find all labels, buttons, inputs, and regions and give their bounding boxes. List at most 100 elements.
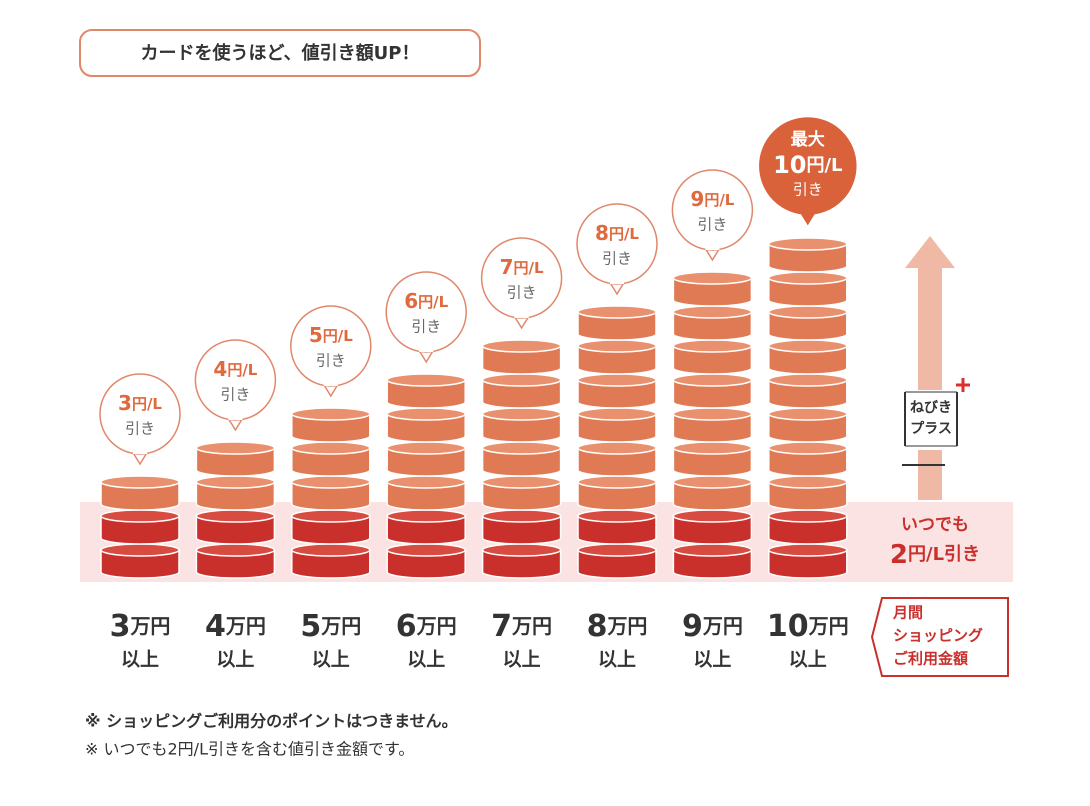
coin-face	[577, 475, 657, 489]
coin-face	[577, 305, 657, 319]
threshold: 10万円	[767, 609, 849, 644]
bubble-tail-cover	[419, 348, 434, 352]
coin-face	[672, 271, 753, 285]
threshold-unit: 万円	[606, 614, 647, 638]
coin-face	[100, 475, 180, 489]
threshold-unit: 万円	[129, 614, 170, 638]
coin-face	[291, 475, 371, 489]
coin	[386, 447, 466, 477]
threshold-unit: 万円	[702, 614, 743, 638]
coin	[577, 447, 657, 477]
coin-face	[481, 373, 562, 387]
base-line1: いつでも	[901, 515, 969, 535]
coin	[195, 549, 276, 579]
bubble-prefix: 最大	[791, 129, 825, 150]
coin-face	[100, 543, 180, 557]
bubble-amount-num: 7	[500, 255, 514, 279]
threshold: 6万円	[396, 609, 457, 644]
threshold-unit: 万円	[416, 614, 457, 638]
coin	[672, 515, 753, 545]
coin	[481, 515, 562, 545]
coin	[195, 515, 276, 545]
coin	[195, 481, 276, 511]
coin-face	[577, 339, 657, 353]
coin	[481, 447, 562, 477]
bubble-discount: 引き	[793, 181, 823, 199]
coin	[291, 413, 371, 443]
axis-label: ご利用金額	[893, 650, 968, 668]
coin-face	[386, 475, 466, 489]
bubble-amount-unit: 円/L	[806, 155, 842, 176]
coin-face	[577, 407, 657, 421]
axis-label-box	[870, 597, 1009, 677]
coin-stack	[291, 407, 371, 579]
bubble-tail-cover	[610, 280, 624, 284]
threshold-suffix: 以上	[216, 649, 254, 671]
threshold-num: 6	[396, 609, 417, 644]
base-amount: 2円/L引き	[890, 540, 980, 570]
bubble-amount-num: 5	[309, 323, 323, 347]
coin-face	[672, 339, 753, 353]
threshold-unit: 万円	[225, 614, 266, 638]
threshold-num: 4	[205, 609, 226, 644]
coin-face	[291, 543, 371, 557]
bubble-amount-unit: 円/L	[418, 293, 448, 311]
threshold: 5万円	[300, 609, 361, 644]
threshold-suffix: 以上	[598, 649, 636, 671]
coin-face	[768, 271, 848, 285]
badge-text: カードを使うほど、値引き額UP！	[141, 42, 420, 64]
plus-label: プラス	[910, 421, 952, 437]
threshold-suffix: 以上	[312, 649, 350, 671]
coin	[768, 243, 848, 273]
coin-face	[481, 509, 562, 523]
bubble	[759, 117, 857, 215]
coin	[577, 311, 657, 341]
bubble-discount: 引き	[411, 318, 441, 336]
note: ※ ショッピングご利用分のポイントはつきません。	[85, 712, 458, 731]
coin	[577, 413, 657, 443]
bubble-amount-unit: 円/L	[704, 191, 734, 209]
bubble	[385, 271, 467, 353]
coin	[768, 277, 848, 307]
coin	[577, 515, 657, 545]
coin-face	[768, 543, 848, 557]
threshold-num: 10	[767, 609, 809, 644]
coin	[481, 345, 562, 375]
bubble-amount-unit: 円/L	[132, 395, 162, 413]
bubble-amount-num: 9	[690, 187, 704, 211]
coin-face	[100, 509, 180, 523]
coin-face	[386, 407, 466, 421]
bubble-amount: 5円/L	[309, 323, 353, 347]
coin-face	[577, 543, 657, 557]
threshold: 3万円	[110, 609, 171, 644]
bubble-tail-cover	[705, 246, 720, 250]
coin-face	[672, 305, 753, 319]
coin-stack	[768, 237, 848, 579]
bubble-amount: 9円/L	[690, 187, 734, 211]
coin-face	[768, 237, 848, 251]
coin-face	[195, 441, 276, 455]
coin	[768, 481, 848, 511]
bubble-tail-cover	[228, 416, 243, 420]
threshold-suffix: 以上	[789, 649, 827, 671]
bubble	[99, 373, 181, 455]
coin	[672, 413, 753, 443]
threshold: 4万円	[205, 609, 266, 644]
bubble-discount: 引き	[602, 250, 632, 268]
coin-face	[768, 407, 848, 421]
bubble-amount: 7円/L	[500, 255, 544, 279]
threshold: 9万円	[682, 609, 743, 644]
coin-face	[195, 543, 276, 557]
coin	[481, 549, 562, 579]
coin-face	[672, 441, 753, 455]
threshold-num: 8	[587, 609, 608, 644]
coin	[768, 447, 848, 477]
bubble-tail-cover	[133, 450, 147, 454]
bubble-amount-unit: 円/L	[227, 361, 257, 379]
coin	[577, 549, 657, 579]
coin-face	[768, 441, 848, 455]
coin-stack	[672, 271, 753, 579]
coin	[481, 379, 562, 409]
coin	[768, 345, 848, 375]
coin-face	[481, 407, 562, 421]
